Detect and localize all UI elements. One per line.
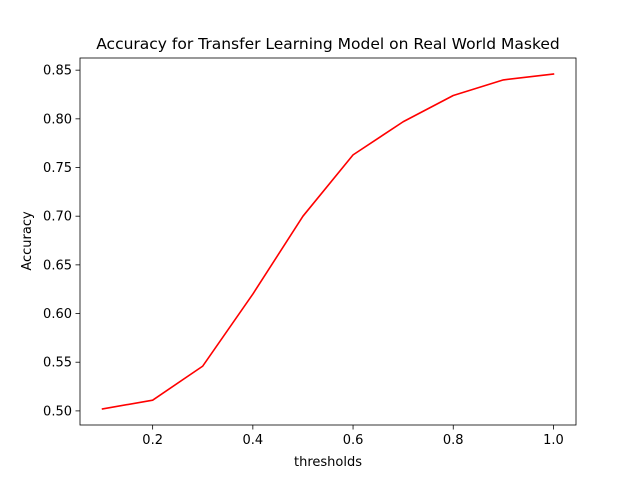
y-tick-label: 0.75 [43,161,72,176]
axes-frame [79,57,577,426]
y-tick-label: 0.70 [43,210,72,225]
y-tick-label: 0.85 [43,64,72,79]
x-tick-label: 0.4 [243,433,264,448]
x-tick-label: 1.0 [543,433,564,448]
chart-title: Accuracy for Transfer Learning Model on … [96,35,560,53]
plot-area: 0.2 0.4 0.6 0.8 1.0 0.50 0.55 0.60 0.65 0.70 0.75 0… [43,57,577,448]
y-tick-label: 0.55 [43,356,72,371]
y-tick-label: 0.50 [43,404,72,419]
y-axis-label: Accuracy [20,211,35,271]
x-axis-label: thresholds [294,455,362,470]
x-tick-label: 0.8 [443,433,464,448]
series-line-0 [101,73,555,410]
y-tick-label: 0.65 [43,258,72,273]
y-tick-label: 0.80 [43,112,72,127]
y-tick-label: 0.60 [43,307,72,322]
x-tick-label: 0.2 [142,433,163,448]
x-tick-label: 0.6 [343,433,364,448]
